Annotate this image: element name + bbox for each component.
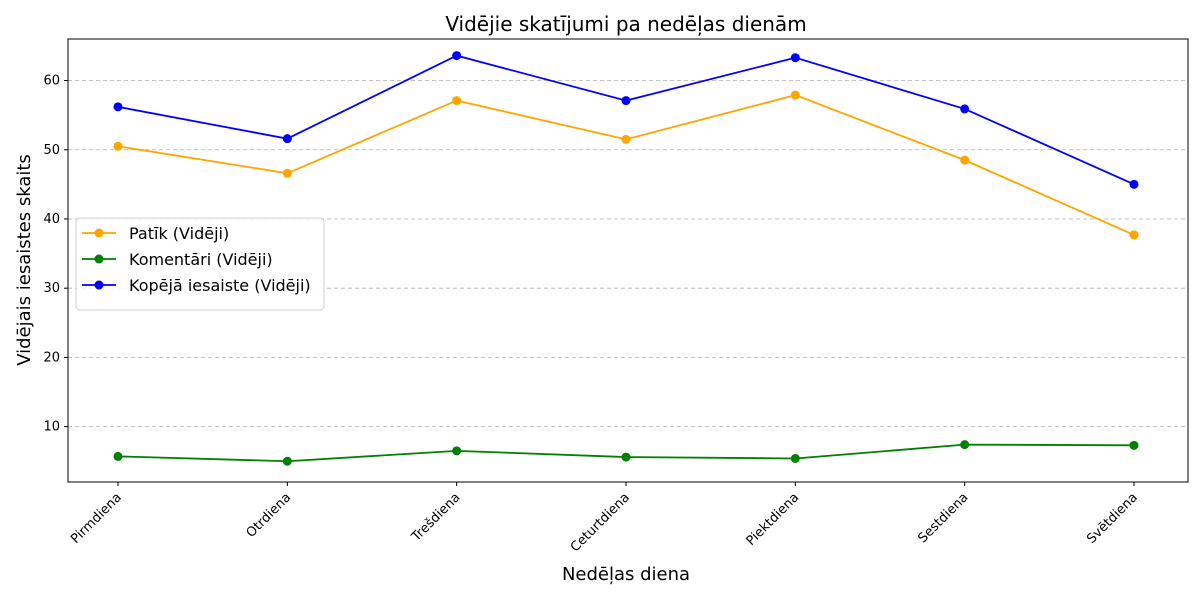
x-tick-label: Otrdiena xyxy=(244,490,295,541)
legend-marker xyxy=(94,280,104,290)
data-point xyxy=(790,90,800,100)
y-tick-label: 20 xyxy=(43,350,60,365)
data-point xyxy=(790,53,800,63)
data-point xyxy=(621,134,631,144)
data-point xyxy=(790,453,800,463)
data-point xyxy=(452,96,462,106)
data-point xyxy=(452,446,462,456)
y-tick-label: 50 xyxy=(43,143,60,158)
y-axis-label: Vidējais iesaistes skaits xyxy=(14,154,35,366)
x-tick-label: Trešdiena xyxy=(408,490,463,545)
data-point xyxy=(960,440,970,450)
series-line xyxy=(117,54,1135,186)
data-point xyxy=(452,51,462,61)
data-point xyxy=(282,456,292,466)
series-layer xyxy=(113,51,1139,466)
x-tick-label: Svētdiena xyxy=(1084,490,1141,547)
data-point xyxy=(1129,440,1139,450)
legend-item: Komentāri (Vidēji) xyxy=(82,250,273,269)
legend-label: Patīk (Vidēji) xyxy=(129,224,229,243)
y-tick-label: 10 xyxy=(43,420,60,435)
legend-marker xyxy=(94,228,104,238)
y-tick-label: 60 xyxy=(43,74,60,89)
legend-item: Kopējā iesaiste (Vidēji) xyxy=(82,276,311,295)
series-1 xyxy=(113,440,1139,466)
legend: Patīk (Vidēji) Komentāri (Vidēji) Kopējā i… xyxy=(75,217,325,311)
data-point xyxy=(960,104,970,114)
y-axis: 10 20 30 40 50 60 xyxy=(43,74,68,435)
data-point xyxy=(1129,230,1139,240)
data-point xyxy=(282,168,292,178)
data-point xyxy=(113,141,123,151)
series-0 xyxy=(113,90,1139,240)
x-tick-label: Piektdiena xyxy=(744,490,803,549)
data-point xyxy=(960,155,970,165)
x-axis-label: Nedēļas diena xyxy=(562,564,690,585)
legend-item: Patīk (Vidēji) xyxy=(82,224,229,243)
legend-label: Komentāri (Vidēji) xyxy=(129,250,273,269)
data-point xyxy=(1129,179,1139,189)
y-tick-label: 40 xyxy=(43,212,60,227)
x-tick-label: Ceturtdiena xyxy=(568,490,633,555)
x-axis: Pirmdiena Otrdiena Trešdiena Ceturtdiena Pie… xyxy=(68,482,1141,555)
y-tick-label: 30 xyxy=(43,281,60,296)
chart-title: Vidējie skatījumi pa nedēļas dienām xyxy=(445,12,806,36)
data-point xyxy=(621,452,631,462)
grid-lines xyxy=(68,80,1188,428)
plot-frame xyxy=(67,38,1189,483)
series-2 xyxy=(113,51,1139,189)
legend-marker xyxy=(94,254,104,264)
legend-box xyxy=(75,217,325,311)
data-point xyxy=(621,96,631,106)
x-tick-label: Sestdiena xyxy=(916,490,972,546)
legend-label: Kopējā iesaiste (Vidēji) xyxy=(129,276,311,295)
data-point xyxy=(282,134,292,144)
x-tick-label: Pirmdiena xyxy=(68,490,125,547)
data-point xyxy=(113,451,123,461)
data-point xyxy=(113,102,123,112)
